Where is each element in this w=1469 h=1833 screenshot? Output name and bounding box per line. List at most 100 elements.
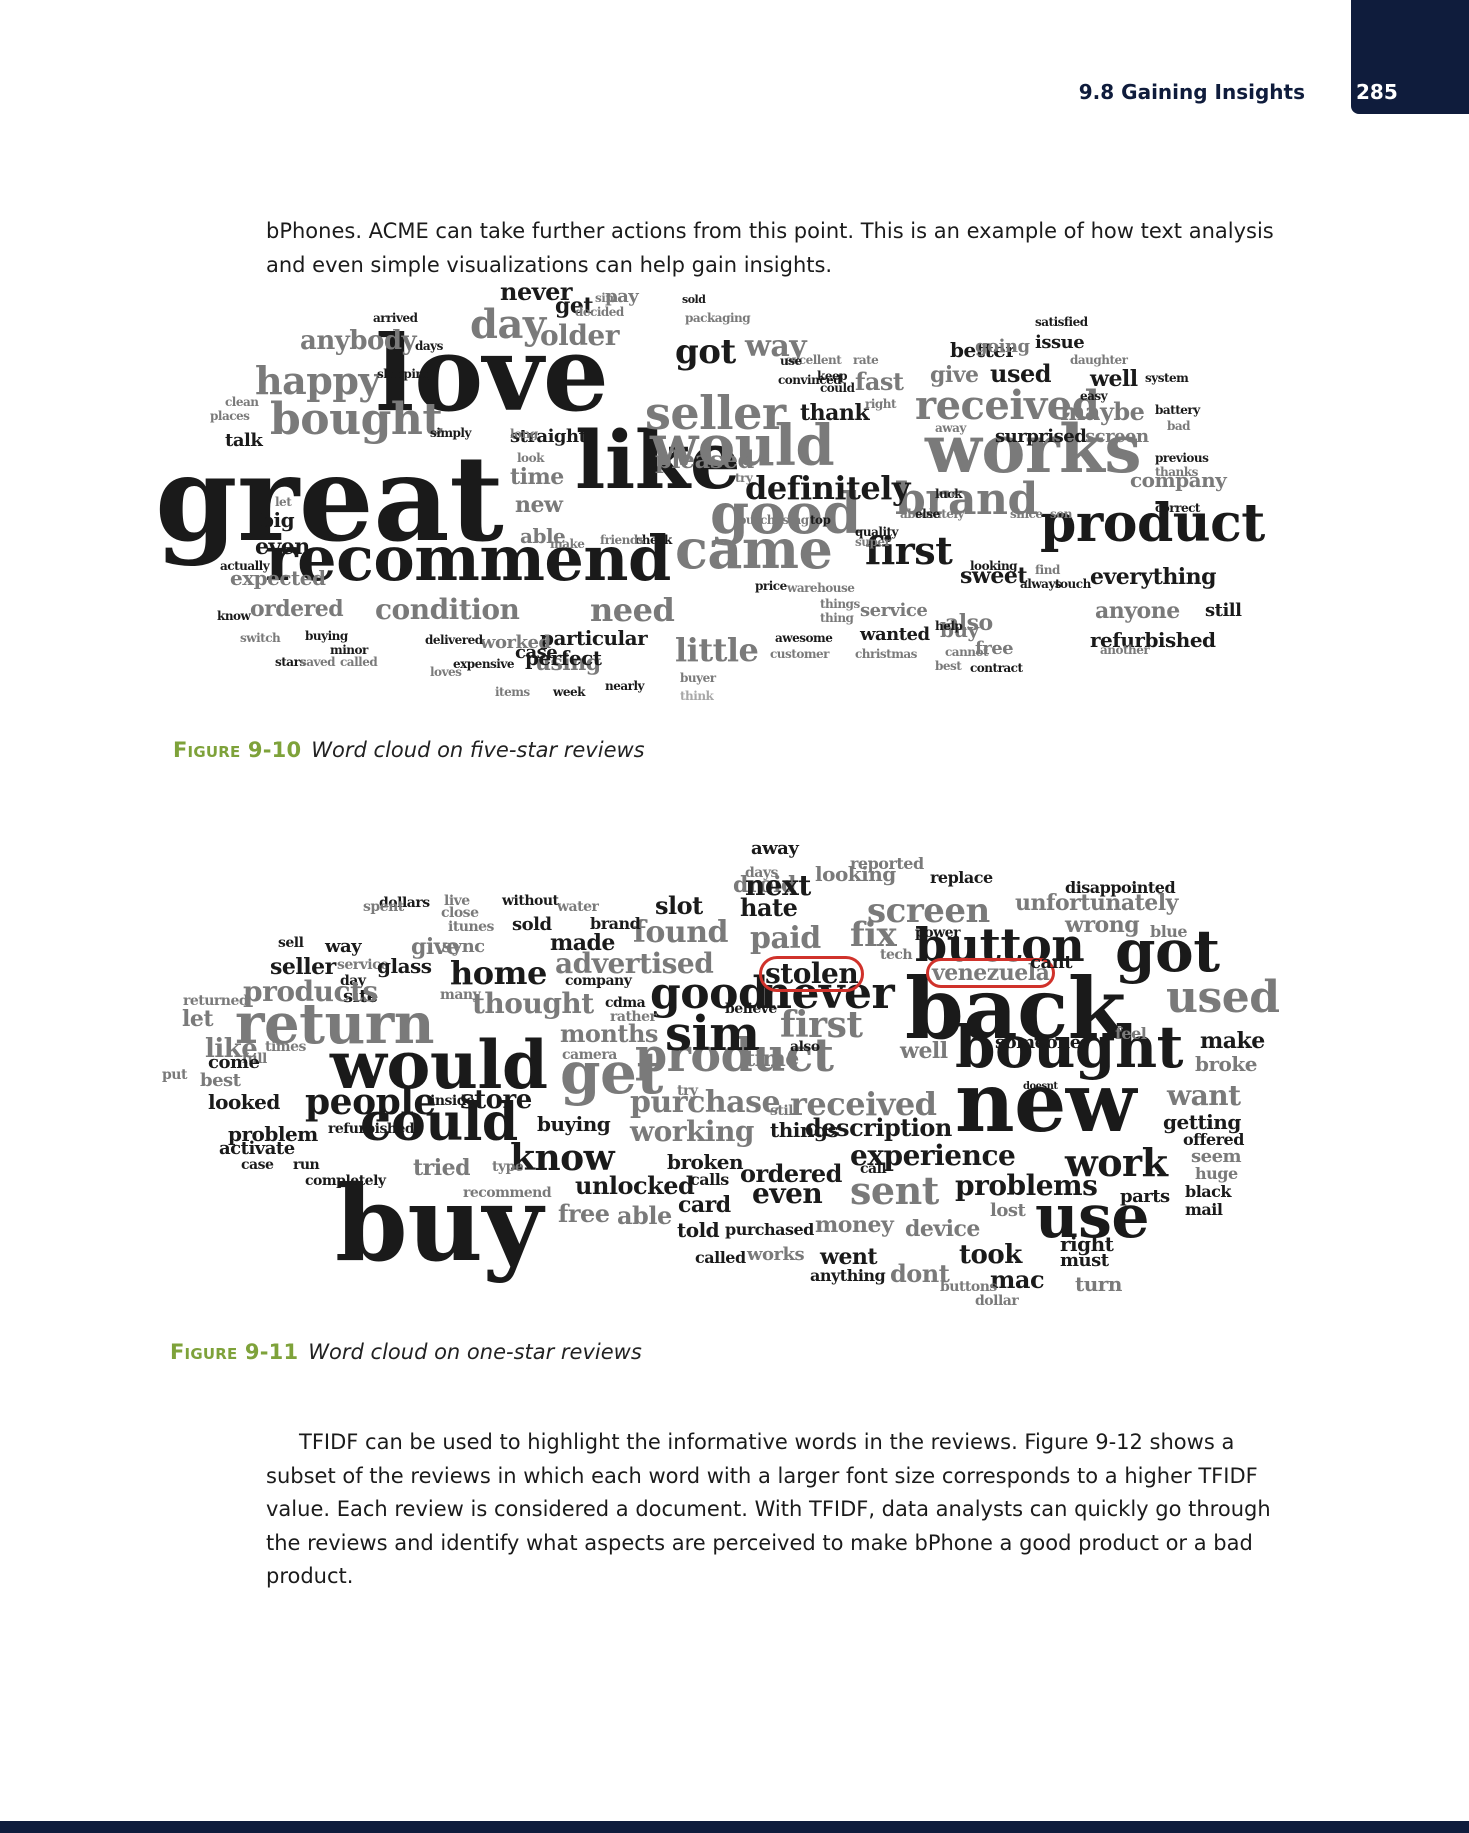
cloud-word: someone — [995, 1032, 1081, 1053]
cloud-word: problem — [228, 1122, 318, 1146]
cloud-word: actually — [220, 559, 270, 573]
cloud-word: saved — [300, 655, 336, 669]
cloud-word: wanted — [860, 624, 930, 645]
cloud-word: make — [550, 537, 585, 551]
cloud-word: use — [1035, 1182, 1150, 1252]
cloud-word: stars — [275, 655, 306, 669]
cloud-word: expected — [230, 566, 326, 590]
cloud-word: switch — [240, 631, 281, 645]
cloud-word: service — [860, 600, 928, 621]
cloud-word: new — [515, 492, 563, 518]
figure-9-11-caption: Figure 9-11 Word cloud on one-star review… — [170, 1339, 642, 1365]
cloud-word: glass — [377, 954, 432, 978]
cloud-word: surprised — [995, 426, 1087, 447]
cloud-word: day — [340, 973, 366, 989]
cloud-word: buy — [335, 1162, 543, 1285]
cloud-word: got — [675, 332, 736, 372]
figure-label: Figure 9-11 — [170, 1340, 299, 1364]
cloud-word: big — [260, 508, 295, 532]
cloud-word: feel — [1115, 1024, 1147, 1043]
cloud-word: keep — [817, 369, 847, 383]
cloud-word: company — [565, 973, 632, 989]
cloud-word: another — [1100, 643, 1150, 657]
cloud-word: little — [675, 631, 759, 669]
cloud-word: loves — [430, 665, 462, 679]
cloud-word: nearly — [605, 679, 645, 693]
cloud-word: lost — [990, 1200, 1026, 1221]
cloud-word: absolutely — [900, 507, 964, 521]
cloud-word: customer — [770, 647, 830, 661]
cloud-word: try — [677, 1083, 698, 1099]
cloud-word: friends — [600, 533, 645, 547]
cloud-word: rate — [853, 353, 879, 367]
cloud-word: itunes — [448, 919, 494, 935]
cloud-word: call — [860, 1161, 887, 1177]
cloud-word: recommend — [265, 522, 671, 595]
cloud-word: buttons — [940, 1279, 997, 1295]
cloud-word: still — [770, 1103, 798, 1119]
cloud-word: received — [915, 382, 1100, 429]
cloud-word: huge — [1195, 1164, 1238, 1183]
cloud-word: slot — [655, 891, 703, 920]
figure-9-10-caption: Figure 9-10 Word cloud on five-star revie… — [173, 737, 645, 763]
cloud-word: works — [747, 1244, 805, 1265]
cloud-word: mac — [990, 1265, 1045, 1294]
figure-label: Figure 9-10 — [173, 738, 302, 762]
cloud-word: arrived — [373, 311, 418, 325]
cloud-word: using — [535, 650, 601, 676]
cloud-word: case — [515, 642, 558, 663]
cloud-word: case — [241, 1157, 274, 1173]
cloud-word: recommend — [463, 1185, 552, 1201]
cloud-word: hate — [740, 893, 798, 922]
cloud-word: product — [635, 1028, 834, 1082]
cloud-word: refurbished — [328, 1121, 415, 1137]
cloud-word: put — [162, 1067, 187, 1083]
cloud-word: week — [553, 685, 585, 699]
cloud-word: top — [810, 513, 831, 527]
cloud-word: even — [752, 1177, 823, 1210]
cloud-word: also — [790, 1039, 820, 1055]
cloud-word: pay — [605, 286, 639, 307]
cloud-word: times — [265, 1039, 306, 1055]
cloud-word: talk — [225, 430, 263, 451]
cloud-word: check — [635, 533, 672, 547]
cloud-word: looking — [970, 559, 1018, 573]
cloud-word: reported — [850, 854, 924, 873]
cloud-word: told — [677, 1218, 720, 1242]
cloud-word: anybody — [300, 326, 417, 356]
cloud-word: help — [935, 619, 963, 633]
cloud-word: give — [411, 934, 460, 960]
cloud-word: broken — [667, 1150, 743, 1174]
cloud-word: away — [751, 838, 799, 859]
cloud-word: minor — [330, 643, 368, 657]
cloud-word: day — [470, 301, 546, 348]
cloud-word: super — [855, 535, 891, 549]
cloud-word: sim — [595, 291, 618, 305]
cloud-word: wrong — [1065, 912, 1140, 938]
cloud-word: use — [780, 354, 802, 368]
cloud-word: sync — [442, 936, 485, 957]
cloud-word: company — [1130, 468, 1227, 492]
cloud-word: money — [815, 1212, 894, 1238]
cloud-word: home — [450, 954, 547, 992]
cloud-word: blue — [1150, 922, 1188, 941]
cloud-word: screen — [1085, 426, 1149, 447]
cloud-word: used — [1166, 972, 1280, 1023]
cloud-word: else — [915, 507, 940, 521]
cloud-word: simply — [430, 426, 471, 440]
cloud-word: bad — [1167, 419, 1191, 433]
cloud-word: well — [900, 1038, 948, 1064]
cloud-word: know — [510, 1137, 615, 1179]
cloud-word: mail — [1185, 1200, 1223, 1219]
cloud-word: looking — [815, 862, 896, 886]
cloud-word: need — [590, 591, 675, 629]
cloud-word: droid — [733, 872, 796, 898]
cloud-word: advertised — [555, 947, 714, 980]
cloud-word: thank — [800, 400, 870, 426]
cloud-word: first — [780, 1004, 863, 1046]
page-number: 285 — [1356, 80, 1398, 104]
cloud-word: make — [1200, 1028, 1265, 1054]
cloud-word: get — [555, 293, 594, 319]
cloud-word: getting — [1163, 1110, 1241, 1134]
cloud-word: next — [745, 869, 811, 902]
